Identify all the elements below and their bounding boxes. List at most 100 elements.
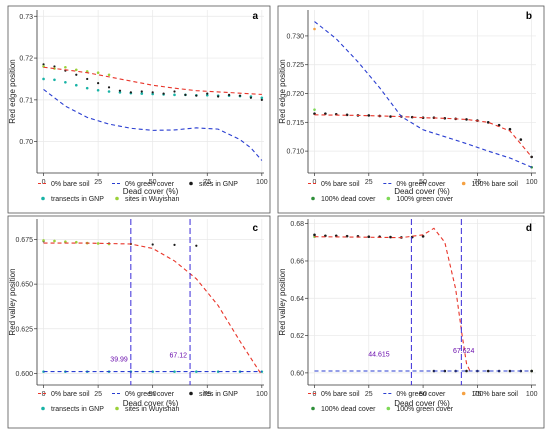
- legend-swatch: [189, 181, 193, 186]
- data-point: [367, 235, 371, 239]
- series-100-bare-soil: [313, 27, 316, 31]
- data-point: [74, 83, 78, 87]
- x-tick-label: 100: [256, 179, 268, 186]
- panel-letter: c: [252, 223, 258, 234]
- x-tick-label: 50: [419, 391, 427, 398]
- data-point: [118, 89, 122, 92]
- x-tick-label: 25: [94, 179, 102, 186]
- data-point: [216, 370, 220, 373]
- data-point: [75, 73, 78, 76]
- data-point: [162, 92, 165, 95]
- y-tick-label: 0.73: [19, 14, 33, 21]
- panel-frame: [277, 215, 545, 429]
- data-point: [96, 88, 100, 92]
- legend-label: 100% bare soil: [472, 391, 519, 398]
- legend-swatch: [461, 391, 466, 396]
- y-axis-title: Red edge position: [8, 59, 17, 124]
- y-tick-label: 0.600: [15, 371, 33, 378]
- data-point: [389, 115, 392, 118]
- data-point: [324, 112, 327, 115]
- y-tick-label: 0.730: [286, 33, 304, 40]
- data-point: [64, 81, 67, 84]
- y-tick-label: 0.675: [15, 237, 33, 244]
- panel-d: 0 25 50 75 100 0.60 0.62 0.64 0.66 0.68 Dead cover…: [277, 215, 545, 429]
- data-point: [205, 93, 209, 97]
- data-point: [151, 92, 154, 96]
- y-tick-label: 0.62: [290, 333, 304, 340]
- x-axis-title: Dead cover (%): [394, 187, 450, 196]
- x-tick-label: 100: [526, 179, 538, 186]
- y-tick-label: 0.71: [19, 97, 33, 104]
- data-point: [129, 91, 132, 94]
- legend-label: 0% bare soil: [321, 181, 360, 188]
- panel-frame: [7, 5, 271, 214]
- data-point: [42, 77, 45, 81]
- legend-swatch: [41, 196, 45, 201]
- data-point: [96, 242, 100, 245]
- plot-area: [42, 63, 264, 161]
- data-point: [313, 27, 316, 31]
- data-point: [107, 86, 111, 89]
- x-tick-label: 0: [42, 391, 46, 398]
- data-point: [313, 108, 316, 111]
- legend-label: transects in GNP: [51, 406, 104, 413]
- data-point: [260, 98, 263, 101]
- series-line-0-bare-soil: [314, 114, 533, 158]
- y-tick-label: 0.625: [15, 326, 33, 333]
- x-tick-label: 75: [203, 179, 211, 186]
- data-point: [227, 93, 231, 96]
- x-tick-label: 0: [313, 179, 317, 186]
- data-point: [151, 91, 154, 94]
- annotation-label: 39.99: [110, 357, 128, 364]
- legend-swatch: [189, 391, 193, 396]
- x-tick-label: 75: [473, 391, 481, 398]
- series-sites-in-wuyishan: [42, 239, 111, 246]
- series-100-green-cover: [313, 108, 316, 111]
- x-tick-label: 50: [149, 391, 157, 398]
- data-point: [486, 121, 490, 124]
- annotation-label: 67.624: [453, 348, 475, 355]
- data-point: [173, 90, 176, 93]
- legend-swatch: [311, 406, 315, 411]
- data-point: [206, 92, 209, 95]
- annotation-label: 44.615: [368, 351, 390, 358]
- data-point: [195, 370, 198, 373]
- y-tick-label: 0.70: [19, 139, 33, 146]
- legend-label: sites in Wuyishan: [125, 196, 179, 203]
- panel-c: 0 25 50 75 100 0.600 0.625 0.650 0.675 Dead cover…: [7, 215, 271, 429]
- panel-b: 0 25 50 75 100 0.710 0.715 0.720 0.725 0.730 Dead …: [277, 5, 545, 214]
- data-point: [410, 115, 414, 119]
- legend-label: 0% bare soil: [51, 181, 90, 188]
- x-tick-label: 100: [256, 391, 268, 398]
- x-tick-label: 0: [42, 179, 46, 186]
- panel-letter: a: [252, 11, 258, 22]
- plot-area: [313, 219, 533, 385]
- data-point: [151, 243, 154, 246]
- data-point: [421, 235, 425, 238]
- panel-frame: [277, 5, 545, 214]
- data-point: [508, 369, 512, 373]
- y-tick-label: 0.725: [286, 62, 304, 69]
- data-point: [151, 370, 154, 373]
- legend-swatch: [115, 406, 119, 411]
- data-point: [64, 65, 67, 69]
- data-point: [53, 78, 56, 82]
- x-axis-title: Dead cover (%): [123, 187, 179, 196]
- data-point: [465, 118, 468, 121]
- legend-label: sites in Wuyishan: [125, 406, 179, 413]
- y-axis-title: Red valley position: [278, 268, 287, 335]
- legend-label: 0% green cover: [396, 181, 446, 188]
- y-tick-label: 0.66: [290, 258, 304, 265]
- data-point: [96, 71, 100, 74]
- legend-label: 0% bare soil: [321, 391, 360, 398]
- x-axis-title: Dead cover (%): [123, 399, 179, 408]
- data-point: [64, 240, 67, 243]
- y-axis-title: Red edge position: [278, 59, 287, 124]
- data-point: [195, 244, 198, 247]
- data-point: [195, 94, 198, 97]
- legend-swatch: [386, 406, 391, 411]
- data-point: [107, 90, 111, 93]
- data-point: [173, 243, 176, 246]
- legend-label: 100% green cover: [396, 196, 453, 203]
- data-point: [173, 370, 176, 373]
